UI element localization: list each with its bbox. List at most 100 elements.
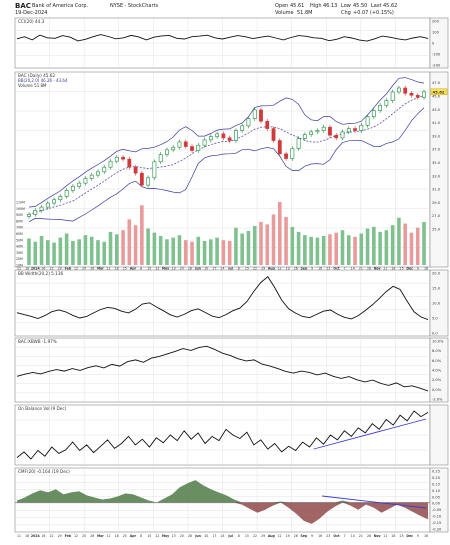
volume-tick-label: 110M: [16, 201, 25, 205]
volume-bar: [309, 236, 313, 265]
x-axis-label: 8: [238, 267, 240, 271]
bbw-tick-label: 0.0: [432, 332, 438, 336]
volume-bar: [246, 231, 251, 265]
x-axis-label: 25: [400, 534, 404, 538]
x-axis-label: 28: [188, 267, 192, 271]
cmf-legend: CMF(20) -0.164 (19 Dec): [18, 469, 70, 474]
volume-label: Volume: [275, 10, 294, 16]
bb-upper-band: [28, 77, 425, 208]
candle-body: [422, 91, 426, 98]
cmf-tick-label: 0.25: [432, 470, 440, 474]
x-axis-label: 11: [107, 267, 111, 271]
volume-tick-label: 70M: [16, 226, 23, 230]
price-legend: BAC (Daily) 45.62: [18, 73, 55, 78]
bb-width-line: [16, 276, 429, 321]
obv-legend: On Balance Vol (9 Dec): [18, 406, 67, 411]
candle-body: [384, 100, 389, 106]
volume-bar: [353, 236, 357, 265]
x-axis-label: 11: [17, 267, 21, 271]
volume-bar: [328, 234, 332, 265]
last-value: 45.62: [383, 3, 398, 9]
x-axis-label: Jun: [194, 267, 201, 271]
volume-bar: [114, 234, 119, 265]
candle-body: [177, 141, 182, 148]
price-tick-label: 47.0: [432, 81, 441, 85]
x-axis-label: Jul: [227, 534, 233, 538]
x-axis-label: 29: [58, 534, 62, 538]
x-axis-label: 16: [424, 534, 428, 538]
cmf-trendline: [322, 495, 427, 509]
x-axis-label: 11: [383, 267, 387, 271]
x-axis-label: May: [162, 267, 170, 271]
cci-line: [16, 34, 429, 42]
cmf-tick-label: 0.20: [432, 476, 441, 480]
x-axis-label: Sep: [301, 534, 308, 538]
candle-body: [171, 146, 176, 151]
high-value: 46.13: [323, 3, 338, 9]
price-tick-label: 37.0: [432, 148, 441, 152]
obv-trendline: [313, 418, 427, 450]
x-axis-label: 12: [74, 267, 78, 271]
x-axis-label: Feb: [65, 267, 72, 271]
x-axis-label: 25: [400, 267, 404, 271]
candle-body: [227, 137, 232, 141]
candle-body: [152, 161, 157, 179]
cci-tick-label: 100: [432, 31, 440, 35]
candle-body: [346, 128, 351, 133]
x-axis-label: 8: [140, 267, 142, 271]
candle-body: [397, 87, 401, 93]
x-axis-label: 20: [180, 267, 184, 271]
pct-b-line: [16, 345, 429, 392]
volume-bar: [89, 236, 94, 265]
candle-body: [277, 140, 282, 155]
x-axis-label: 11: [383, 534, 387, 538]
cmf-tick-label: -0.15: [432, 521, 441, 525]
x-axis-label: Feb: [65, 534, 72, 538]
volume-bar: [46, 240, 50, 265]
price-tick-label: 33.0: [432, 174, 441, 178]
candle-body: [139, 172, 144, 186]
volume-bar: [321, 235, 326, 265]
bbw-tick-label: 15.0: [432, 287, 441, 291]
bb-legend: BB(20,2.0) 46.26 - 43.64: [18, 78, 68, 83]
candle-body: [146, 177, 151, 186]
x-axis-label: 9: [417, 534, 419, 538]
candle-body: [234, 130, 238, 141]
chg-label: Chg: [341, 10, 351, 16]
obv-panel-axis-strip: [429, 404, 449, 466]
volume-bar: [102, 241, 107, 265]
volume-bar: [27, 238, 31, 265]
x-axis-label: 21: [359, 534, 363, 538]
chart-header: BAC Bank of America Corp. NYSE · StockCh…: [15, 2, 435, 18]
volume-bar: [171, 237, 176, 265]
volume-bar: [121, 230, 125, 265]
x-axis-label: 22: [155, 267, 159, 271]
pct-b-panel-group: BAC:XBWB -1.97% 10.0% 8.0% 6.0% 4.0% 2.0% 0.0%…: [14, 337, 449, 403]
pct-b-panel-axis-strip: [429, 337, 449, 403]
volume-bar: [365, 228, 370, 265]
x-axis-label: May: [162, 534, 170, 538]
cmf-tick-label: -0.20: [432, 528, 442, 532]
x-axis-label: 17: [212, 534, 216, 538]
volume-bar: [240, 233, 244, 265]
obv-panel-group: On Balance Vol (9 Dec): [14, 404, 449, 466]
open-value: 45.61: [290, 3, 305, 9]
cci-panel-group: CCI(20) 44.3 200 100 0 -100 -200: [14, 17, 449, 69]
x-axis-label: 17: [212, 267, 216, 271]
volume-tick-label: 80M: [16, 219, 23, 223]
volume-bar: [265, 224, 270, 265]
candle-body: [309, 131, 314, 135]
candle-body: [52, 199, 56, 204]
volume-tick-label: 40M: [16, 245, 23, 249]
volume-bar: [52, 242, 56, 265]
low-value: 45.50: [353, 3, 368, 9]
volume-tick-label: 100M: [16, 207, 25, 211]
high-label: High: [310, 3, 322, 9]
pctb-tick-label: 8.0%: [432, 349, 442, 353]
x-axis-label: Oct: [333, 534, 340, 538]
candle-body: [315, 130, 320, 133]
obv-line: [16, 410, 429, 460]
bbw-tick-label: 5.0: [432, 317, 438, 321]
x-axis-label: 26: [294, 534, 298, 538]
volume-bar: [390, 225, 395, 265]
